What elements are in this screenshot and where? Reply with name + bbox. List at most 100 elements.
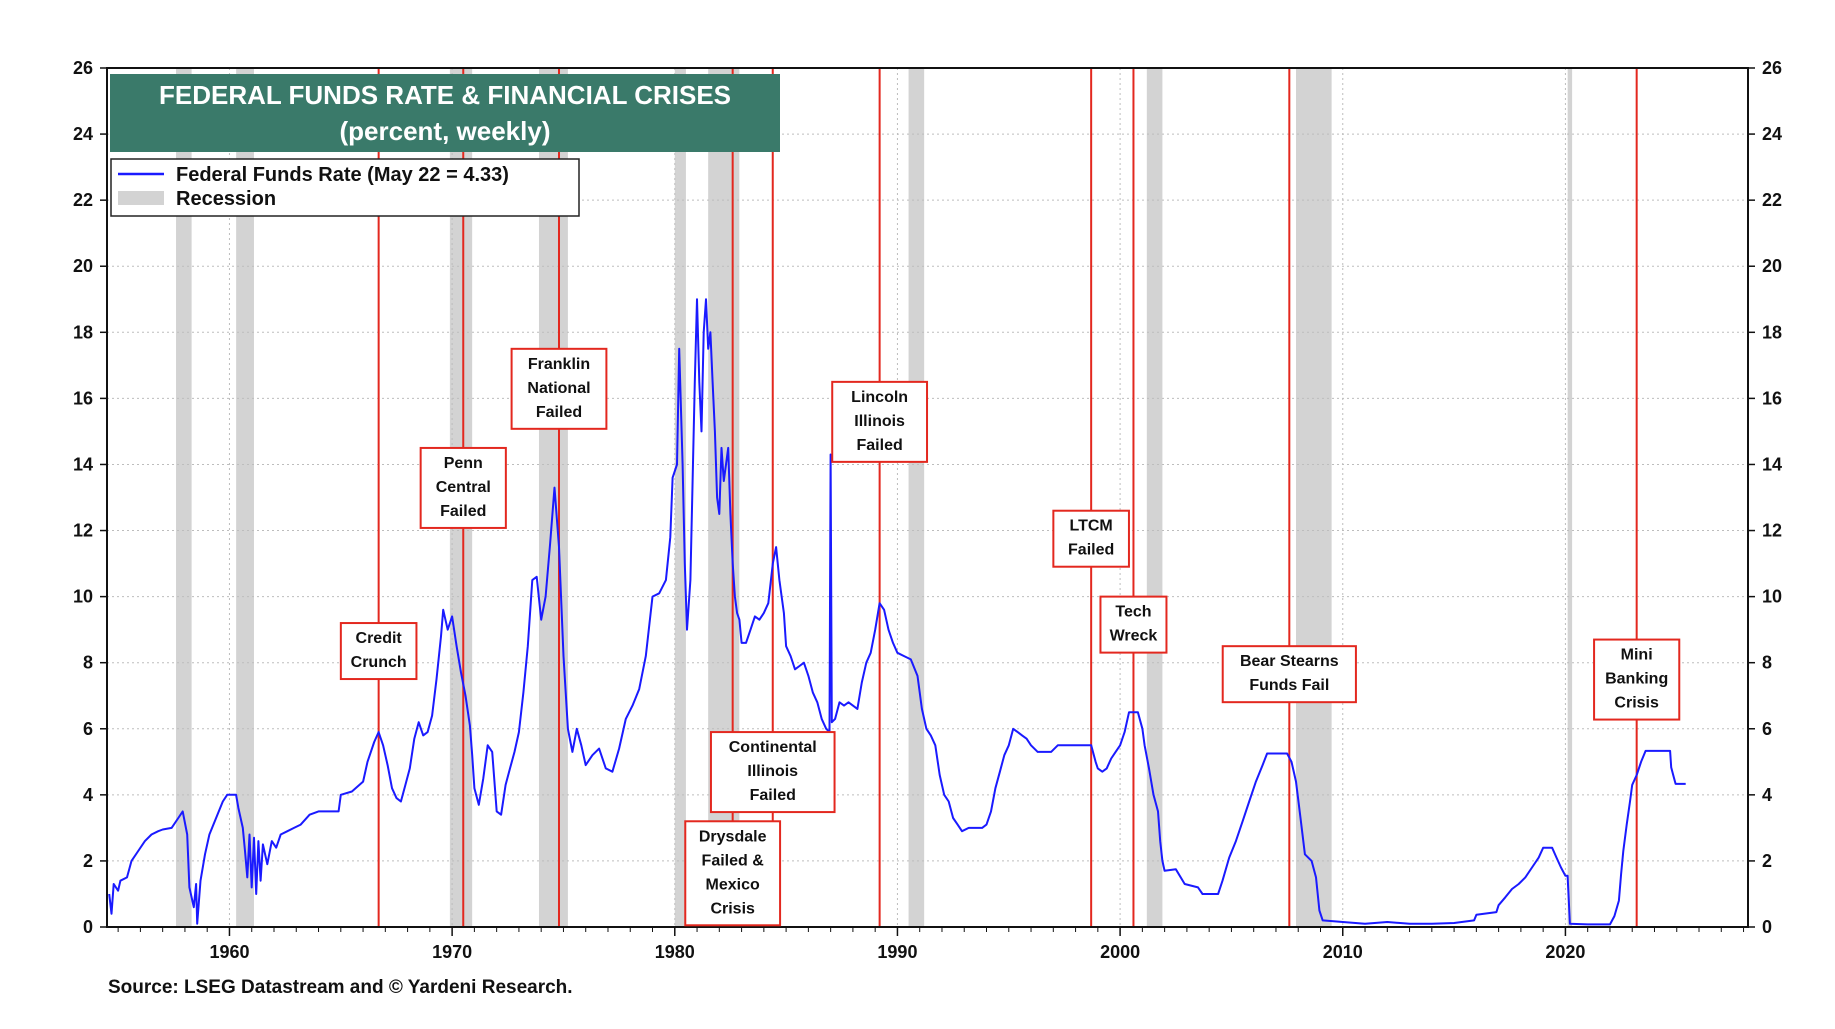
source-note: Source: LSEG Datastream and © Yardeni Re…	[108, 977, 573, 998]
y-tick-label-left-10: 20	[73, 256, 93, 276]
crisis-annotation-text: Continental	[729, 739, 817, 756]
y-tick-label-right-13: 26	[1762, 58, 1782, 78]
crisis-annotation-8: Bear Stearns Funds Fail	[1221, 645, 1357, 704]
crisis-annotation-text: Lincoln	[851, 389, 908, 406]
recession-band-0	[176, 68, 192, 927]
recession-band-6	[908, 68, 925, 927]
crisis-annotation-text: Crunch	[351, 654, 407, 671]
crisis-annotation-box	[510, 347, 608, 430]
recession-band-9	[1567, 68, 1573, 927]
crisis-annotation-3: Drysdale Failed & Mexico Crisis	[684, 820, 782, 927]
crisis-annotation-box	[339, 622, 418, 681]
crisis-annotation-text: Illinois	[747, 763, 798, 780]
x-tick-label-3: 1990	[877, 942, 917, 962]
y-tick-label-right-4: 8	[1762, 653, 1772, 673]
recession-band-1	[236, 68, 254, 927]
crisis-annotation-text: Crisis	[1614, 695, 1659, 712]
crisis-annotation-text: LTCM	[1070, 518, 1113, 535]
crisis-annotation-box	[1221, 645, 1357, 704]
crisis-annotation-0: Credit Crunch	[339, 622, 418, 681]
y-tick-label-left-5: 10	[73, 587, 93, 607]
y-tick-label-left-6: 12	[73, 521, 93, 541]
y-tick-label-left-4: 8	[83, 653, 93, 673]
crisis-annotation-text: Tech	[1115, 604, 1151, 621]
legend-recession-swatch	[118, 191, 164, 205]
y-tick-label-right-0: 0	[1762, 917, 1772, 937]
crisis-annotation-text: Mexico	[706, 876, 760, 893]
x-tick-label-0: 1960	[209, 942, 249, 962]
crisis-annotation-text: Mini	[1621, 647, 1653, 664]
recession-band-7	[1146, 68, 1163, 927]
legend: Federal Funds Rate (May 22 = 4.33) Reces…	[110, 158, 580, 217]
recession-band-8	[1296, 68, 1332, 927]
crisis-annotation-box	[709, 731, 836, 814]
legend-box	[110, 158, 580, 217]
crisis-annotation-box	[1099, 595, 1168, 654]
crisis-annotation-text: Failed	[1068, 542, 1114, 559]
crisis-annotation-text: Failed	[536, 404, 582, 421]
y-tick-label-left-8: 16	[73, 388, 93, 408]
title-block: FEDERAL FUNDS RATE & FINANCIAL CRISES (p…	[110, 74, 780, 152]
legend-label-recession: Recession	[176, 188, 276, 210]
crisis-annotation-text: Failed	[750, 787, 796, 804]
y-tick-label-right-3: 6	[1762, 719, 1772, 739]
crisis-annotation-5: Lincoln Illinois Failed	[831, 380, 929, 463]
plot-frame	[106, 67, 1749, 928]
y-tick-label-right-8: 16	[1762, 388, 1782, 408]
crisis-annotation-text: Failed &	[702, 852, 765, 869]
x-tick-label-1: 1970	[432, 942, 472, 962]
y-tick-label-right-6: 12	[1762, 521, 1782, 541]
title-background	[110, 74, 780, 152]
y-tick-label-left-1: 2	[83, 851, 93, 871]
crisis-annotations: Credit Crunch Penn Central Failed Franklin Nat…	[339, 347, 1681, 927]
crisis-annotation-text: National	[527, 380, 590, 397]
crisis-annotation-text: Failed	[857, 437, 903, 454]
y-tick-label-left-2: 4	[83, 785, 93, 805]
crisis-annotation-6: LTCM Failed	[1052, 509, 1130, 568]
y-tick-label-left-9: 18	[73, 322, 93, 342]
y-tick-label-left-13: 26	[73, 58, 93, 78]
crisis-annotation-text: Funds Fail	[1249, 677, 1329, 694]
chart-title: FEDERAL FUNDS RATE & FINANCIAL CRISES	[159, 80, 731, 110]
y-tick-label-right-1: 2	[1762, 851, 1772, 871]
crisis-annotation-text: Crisis	[710, 900, 755, 917]
series-layer	[108, 298, 1686, 926]
crisis-annotation-text: Failed	[440, 503, 486, 520]
y-tick-label-left-12: 24	[73, 124, 93, 144]
y-tick-label-right-5: 10	[1762, 587, 1782, 607]
crisis-annotation-4: Continental Illinois Failed	[709, 731, 836, 814]
y-tick-label-left-7: 14	[73, 454, 93, 474]
crisis-annotation-box	[1593, 638, 1681, 721]
x-tick-label-4: 2000	[1100, 942, 1140, 962]
crisis-annotation-9: Mini Banking Crisis	[1593, 638, 1681, 721]
y-tick-label-right-12: 24	[1762, 124, 1782, 144]
crisis-annotation-text: Central	[436, 479, 491, 496]
crisis-annotation-box	[1052, 509, 1130, 568]
crisis-annotation-text: Banking	[1605, 671, 1668, 688]
x-tick-label-5: 2010	[1323, 942, 1363, 962]
y-tick-label-right-2: 4	[1762, 785, 1772, 805]
crisis-annotation-text: Wreck	[1110, 628, 1158, 645]
crisis-annotation-text: Penn	[444, 455, 483, 472]
y-tick-label-left-3: 6	[83, 719, 93, 739]
series-line-fed-funds	[108, 298, 1686, 926]
y-tick-label-left-11: 22	[73, 190, 93, 210]
crisis-annotation-box	[684, 820, 782, 927]
crisis-annotation-text: Drysdale	[699, 828, 767, 845]
x-tick-label-6: 2020	[1545, 942, 1585, 962]
crisis-annotation-text: Bear Stearns	[1240, 653, 1339, 670]
crisis-annotation-1: Penn Central Failed	[419, 446, 507, 529]
crisis-annotation-text: Credit	[356, 630, 403, 647]
crisis-annotation-7: Tech Wreck	[1099, 595, 1168, 654]
y-tick-label-right-10: 20	[1762, 256, 1782, 276]
crisis-annotation-box	[831, 380, 929, 463]
recession-band-4	[674, 68, 686, 927]
crisis-annotation-2: Franklin National Failed	[510, 347, 608, 430]
chart-subtitle: (percent, weekly)	[340, 116, 551, 146]
y-tick-label-left-0: 0	[83, 917, 93, 937]
y-tick-label-right-11: 22	[1762, 190, 1782, 210]
y-tick-label-right-7: 14	[1762, 454, 1782, 474]
crisis-annotation-box	[419, 446, 507, 529]
